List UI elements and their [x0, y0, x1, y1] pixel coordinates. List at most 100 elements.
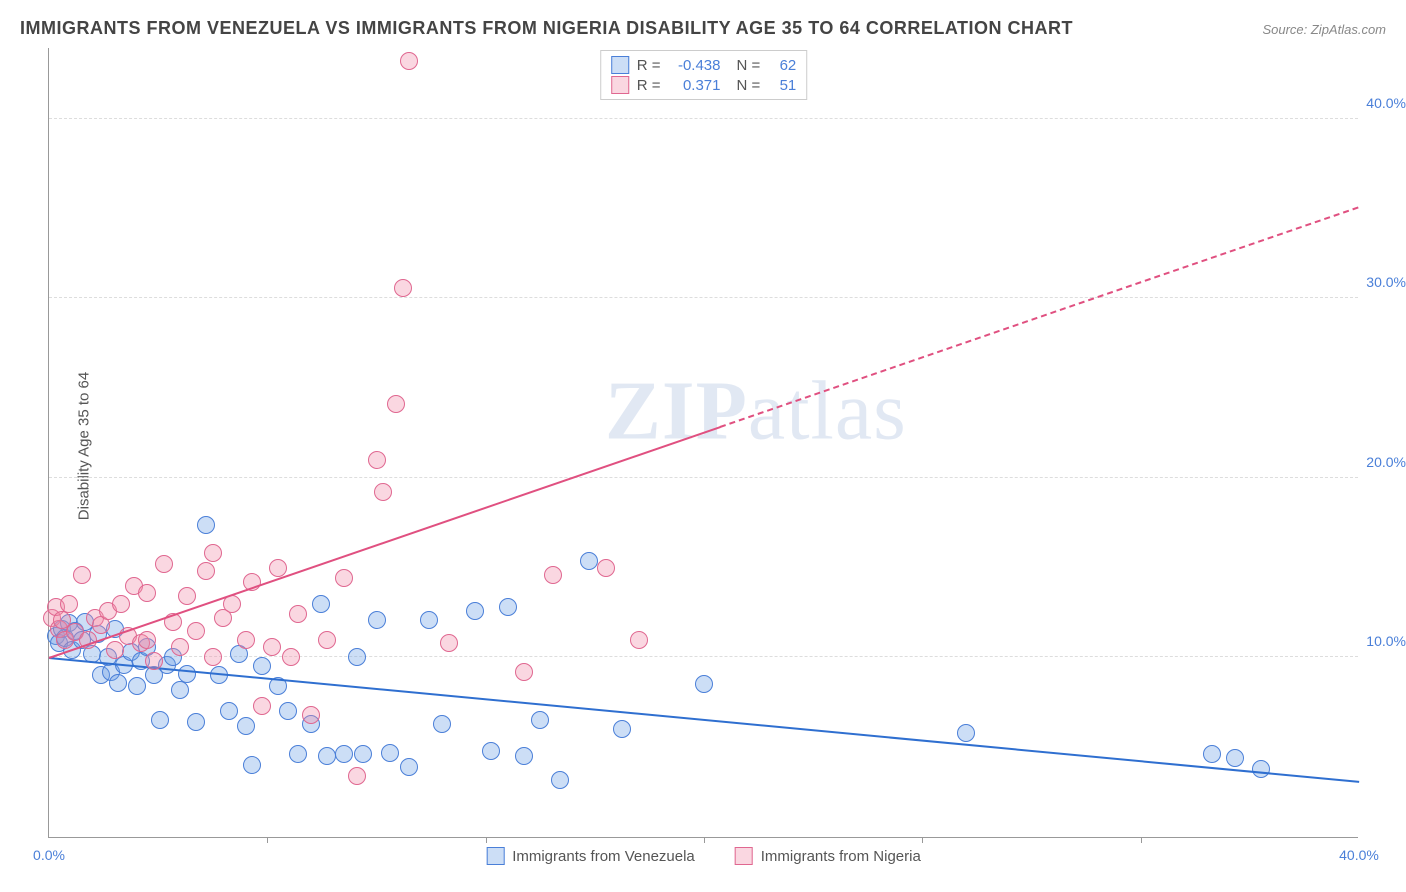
legend-item-nigeria: Immigrants from Nigeria [735, 847, 921, 865]
legend-n-value: 62 [768, 57, 796, 74]
data-point-venezuela [318, 747, 336, 765]
data-point-nigeria [302, 706, 320, 724]
data-point-nigeria [269, 559, 287, 577]
data-point-venezuela [466, 602, 484, 620]
data-point-venezuela [178, 665, 196, 683]
data-point-venezuela [433, 715, 451, 733]
chart-title: IMMIGRANTS FROM VENEZUELA VS IMMIGRANTS … [20, 18, 1073, 39]
data-point-venezuela [420, 611, 438, 629]
data-point-nigeria [282, 648, 300, 666]
data-point-venezuela [348, 648, 366, 666]
data-point-venezuela [335, 745, 353, 763]
gridline-h [49, 297, 1358, 298]
y-tick-label: 10.0% [1362, 633, 1406, 649]
data-point-venezuela [695, 675, 713, 693]
data-point-venezuela [381, 744, 399, 762]
data-point-venezuela [400, 758, 418, 776]
x-tick-mark [1141, 837, 1142, 843]
legend-row-nigeria: R = 0.371 N = 51 [611, 75, 797, 95]
legend-n-value: 51 [768, 77, 796, 94]
data-point-venezuela [1252, 760, 1270, 778]
y-tick-label: 30.0% [1362, 274, 1406, 290]
data-point-venezuela [171, 681, 189, 699]
legend-swatch [735, 847, 753, 865]
trendline-nigeria [720, 207, 1359, 429]
data-point-nigeria [253, 697, 271, 715]
data-point-venezuela [580, 552, 598, 570]
x-tick-label: 40.0% [1339, 847, 1379, 863]
legend-r-value: -0.438 [669, 57, 721, 74]
data-point-nigeria [387, 395, 405, 413]
chart-container: IMMIGRANTS FROM VENEZUELA VS IMMIGRANTS … [0, 0, 1406, 892]
data-point-nigeria [171, 638, 189, 656]
data-point-nigeria [237, 631, 255, 649]
legend-r-label: R = [637, 57, 661, 74]
legend-item-venezuela: Immigrants from Venezuela [486, 847, 695, 865]
data-point-venezuela [109, 674, 127, 692]
data-point-nigeria [263, 638, 281, 656]
data-point-venezuela [531, 711, 549, 729]
data-point-nigeria [515, 663, 533, 681]
data-point-venezuela [368, 611, 386, 629]
data-point-nigeria [145, 652, 163, 670]
legend-n-label: N = [737, 77, 761, 94]
data-point-venezuela [289, 745, 307, 763]
data-point-venezuela [1203, 745, 1221, 763]
legend-swatch [611, 76, 629, 94]
legend-r-label: R = [637, 77, 661, 94]
plot-area: ZIPatlas R =-0.438N =62R =0.371N =51 Imm… [48, 48, 1358, 838]
data-point-venezuela [499, 598, 517, 616]
legend-n-label: N = [737, 57, 761, 74]
data-point-nigeria [204, 544, 222, 562]
legend-row-venezuela: R = -0.438 N = 62 [611, 55, 797, 75]
data-point-venezuela [515, 747, 533, 765]
data-point-nigeria [197, 562, 215, 580]
data-point-venezuela [551, 771, 569, 789]
data-point-venezuela [187, 713, 205, 731]
data-point-nigeria [335, 569, 353, 587]
data-point-nigeria [318, 631, 336, 649]
data-point-nigeria [138, 584, 156, 602]
data-point-nigeria [187, 622, 205, 640]
data-point-venezuela [243, 756, 261, 774]
data-point-nigeria [368, 451, 386, 469]
data-point-venezuela [279, 702, 297, 720]
data-point-venezuela [1226, 749, 1244, 767]
data-point-nigeria [374, 483, 392, 501]
data-point-nigeria [204, 648, 222, 666]
x-tick-mark [267, 837, 268, 843]
data-point-nigeria [597, 559, 615, 577]
data-point-venezuela [957, 724, 975, 742]
data-point-nigeria [544, 566, 562, 584]
data-point-nigeria [138, 631, 156, 649]
data-point-venezuela [253, 657, 271, 675]
data-point-nigeria [394, 279, 412, 297]
x-tick-mark [922, 837, 923, 843]
x-tick-label: 0.0% [33, 847, 65, 863]
data-point-venezuela [220, 702, 238, 720]
legend-series-label: Immigrants from Nigeria [761, 848, 921, 865]
data-point-venezuela [151, 711, 169, 729]
data-point-nigeria [289, 605, 307, 623]
data-point-nigeria [155, 555, 173, 573]
legend-series-label: Immigrants from Venezuela [512, 848, 695, 865]
data-point-nigeria [178, 587, 196, 605]
x-tick-mark [704, 837, 705, 843]
data-point-nigeria [630, 631, 648, 649]
x-tick-mark [486, 837, 487, 843]
data-point-venezuela [312, 595, 330, 613]
data-point-venezuela [482, 742, 500, 760]
legend-swatch [486, 847, 504, 865]
gridline-h [49, 477, 1358, 478]
series-legend: Immigrants from Venezuela Immigrants from… [486, 847, 921, 865]
data-point-nigeria [60, 595, 78, 613]
data-point-venezuela [354, 745, 372, 763]
data-point-nigeria [73, 566, 91, 584]
data-point-nigeria [106, 641, 124, 659]
data-point-nigeria [112, 595, 130, 613]
legend-swatch [611, 56, 629, 74]
data-point-venezuela [128, 677, 146, 695]
legend-r-value: 0.371 [669, 77, 721, 94]
data-point-venezuela [237, 717, 255, 735]
gridline-h [49, 118, 1358, 119]
